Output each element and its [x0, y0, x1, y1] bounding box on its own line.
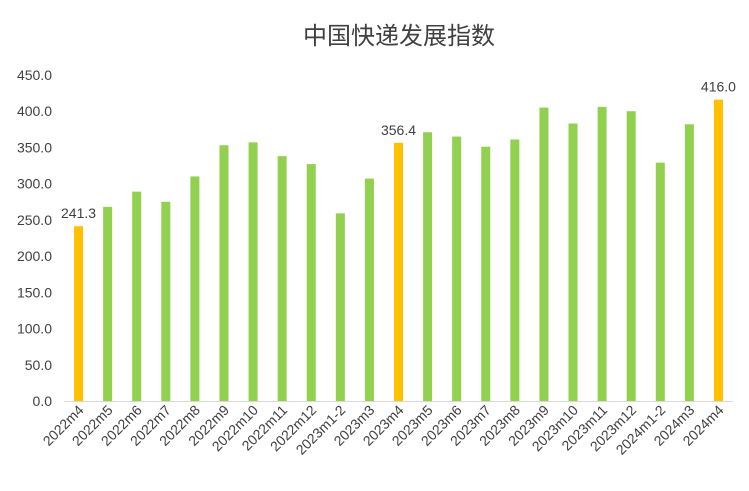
- bar: [335, 213, 345, 401]
- bar: [364, 178, 374, 401]
- bar: [248, 142, 258, 401]
- y-tick-label: 250.0: [17, 212, 52, 228]
- bar: [452, 136, 462, 402]
- x-axis-labels: 2022m42022m52022m62022m72022m82022m92022…: [40, 402, 727, 458]
- y-axis-labels: 0.0 50.0 100.0 150.0 200.0 250.0 300.0 350.0 400…: [17, 67, 52, 409]
- bar: [394, 142, 403, 402]
- y-tick-label: 200.0: [17, 248, 52, 264]
- bar: [568, 123, 578, 401]
- y-tick-label: 50.0: [25, 357, 52, 373]
- data-label: 241.3: [61, 205, 96, 221]
- bar: [190, 176, 200, 401]
- bar: [423, 132, 433, 401]
- bar: [132, 191, 142, 401]
- bar: [161, 201, 171, 401]
- chart-title: 中国快递发展指数: [303, 22, 495, 50]
- data-label: 416.0: [701, 79, 736, 95]
- data-label: 356.4: [381, 122, 416, 138]
- bar: [103, 206, 113, 401]
- bar: [539, 107, 549, 401]
- data-labels: 241.3 356.4 416.0: [61, 79, 736, 222]
- y-tick-label: 0.0: [33, 393, 53, 409]
- y-tick-label: 350.0: [17, 139, 52, 155]
- bar: [481, 146, 491, 401]
- bar: [277, 156, 287, 401]
- bar: [655, 162, 665, 401]
- bar: [510, 139, 520, 401]
- bar: [219, 145, 229, 401]
- bar: [684, 124, 694, 402]
- bar: [626, 111, 636, 401]
- bar: [306, 164, 316, 401]
- bar: [597, 106, 607, 402]
- y-tick-label: 150.0: [17, 284, 52, 300]
- bar: [74, 226, 84, 401]
- bar: [713, 99, 723, 402]
- y-tick-label: 100.0: [17, 321, 52, 337]
- y-tick-label: 450.0: [17, 67, 52, 83]
- y-tick-label: 300.0: [17, 176, 52, 192]
- y-tick-label: 400.0: [17, 103, 52, 119]
- bar-series: [74, 99, 723, 402]
